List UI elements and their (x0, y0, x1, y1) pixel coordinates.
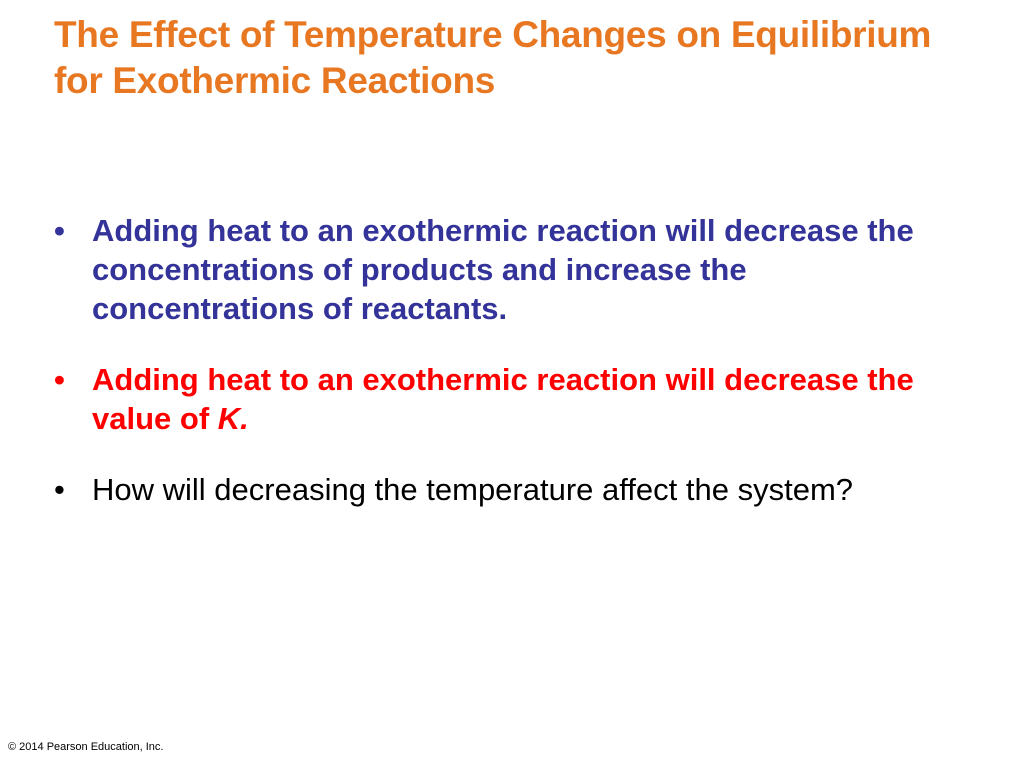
bullet-item-heat-concentrations: • Adding heat to an exothermic reaction … (52, 211, 972, 328)
bullet-text: Adding heat to an exothermic reaction wi… (92, 213, 914, 326)
bullet-text: How will decreasing the temperature affe… (92, 472, 854, 507)
bullet-text: Adding heat to an exothermic reaction wi… (92, 362, 914, 436)
bullet-marker: • (54, 362, 65, 397)
copyright-footer: © 2014 Pearson Education, Inc. (8, 741, 164, 753)
equilibrium-constant-symbol: K. (217, 401, 249, 436)
bullet-item-question: • How will decreasing the temperature af… (52, 470, 972, 509)
bullet-marker: • (54, 213, 65, 248)
slide-title: The Effect of Temperature Changes on Equ… (54, 14, 932, 101)
bullet-item-heat-k-value: • Adding heat to an exothermic reaction … (52, 360, 972, 438)
bullet-marker: • (54, 472, 65, 507)
bullet-list: • Adding heat to an exothermic reaction … (52, 211, 972, 509)
